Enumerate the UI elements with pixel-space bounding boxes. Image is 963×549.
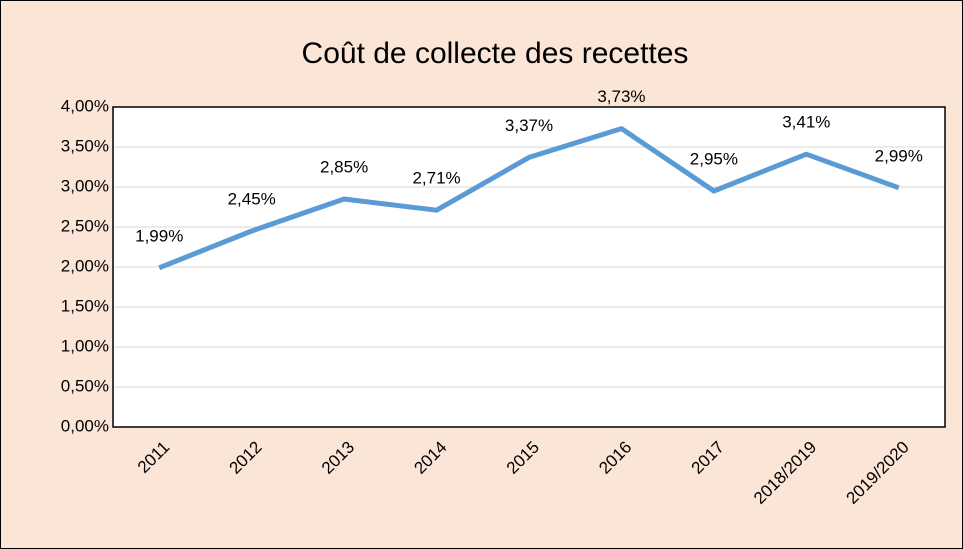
- line-series: [158, 126, 900, 271]
- y-tick-label: 3,00%: [61, 176, 109, 195]
- data-label: 1,99%: [135, 226, 183, 245]
- data-label: 2,99%: [875, 146, 923, 165]
- data-label: 2,95%: [690, 149, 738, 168]
- data-label: 2,85%: [320, 157, 368, 176]
- data-label: 3,73%: [597, 87, 645, 106]
- y-tick-label: 2,50%: [61, 216, 109, 235]
- data-label: 2,45%: [228, 189, 276, 208]
- y-tick-label: 0,00%: [61, 416, 109, 435]
- y-tick-label: 3,50%: [61, 136, 109, 155]
- y-tick-label: 0,50%: [61, 376, 109, 395]
- y-tick-label: 1,50%: [61, 296, 109, 315]
- chart-title: Coût de collecte des recettes: [302, 37, 689, 70]
- y-tick-label: 2,00%: [61, 256, 109, 275]
- y-tick-label: 1,00%: [61, 336, 109, 355]
- y-tick-label: 4,00%: [61, 96, 109, 115]
- data-label: 2,71%: [412, 169, 460, 188]
- plot-border: [112, 106, 946, 428]
- data-label: 3,37%: [505, 116, 553, 135]
- data-label: 3,41%: [782, 113, 830, 132]
